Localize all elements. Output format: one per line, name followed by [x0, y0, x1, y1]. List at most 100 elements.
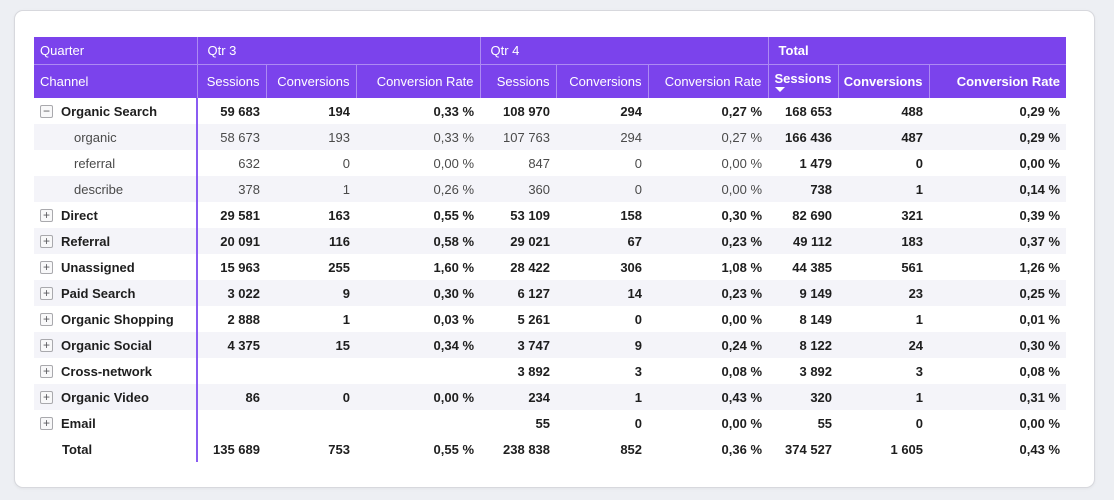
data-cell[interactable]: 5 261 [517, 311, 551, 327]
data-cell[interactable]: 3 [634, 363, 643, 379]
column-header-total-conversion-rate[interactable]: Conversion Rate [928, 63, 1067, 98]
data-cell[interactable]: 194 [328, 103, 350, 119]
data-cell[interactable]: 0,30 % [1019, 337, 1061, 353]
data-cell[interactable]: 561 [901, 259, 924, 275]
data-cell[interactable]: 29 581 [220, 207, 260, 223]
data-cell[interactable]: 0,55 % [433, 207, 475, 223]
data-cell[interactable]: 1 [915, 181, 924, 197]
data-cell[interactable]: 0,25 % [1019, 285, 1061, 301]
data-cell[interactable]: 0,00 % [1019, 415, 1061, 431]
data-cell[interactable]: 238 838 [503, 441, 551, 457]
data-cell[interactable]: 29 021 [510, 233, 551, 249]
data-cell[interactable]: 0,14 % [1019, 181, 1061, 197]
expand-icon[interactable]: + [40, 416, 53, 430]
row-header-direct[interactable]: + Direct [34, 202, 198, 228]
data-cell[interactable]: 0,00 % [721, 181, 763, 197]
data-cell[interactable]: 1 [634, 389, 643, 405]
data-cell[interactable]: 0 [915, 415, 924, 431]
data-cell[interactable]: 15 963 [220, 259, 260, 275]
data-cell[interactable]: 3 747 [517, 337, 551, 353]
data-cell[interactable]: 0 [342, 389, 350, 405]
data-cell[interactable]: 6 127 [517, 285, 551, 301]
column-group-qtr-4[interactable]: Qtr 4 [479, 37, 769, 64]
data-cell[interactable]: 0,30 % [721, 207, 763, 223]
data-cell[interactable] [266, 410, 356, 436]
data-cell[interactable]: 183 [901, 233, 924, 249]
row-header-cross-network[interactable]: + Cross-network [34, 358, 198, 384]
data-cell[interactable]: 166 436 [785, 129, 833, 145]
data-cell[interactable]: 0,00 % [721, 311, 763, 327]
data-cell[interactable]: 0,03 % [433, 311, 475, 327]
collapse-icon[interactable]: − [40, 104, 53, 118]
quarter-header[interactable]: Quarter [34, 37, 197, 64]
data-cell[interactable] [197, 358, 266, 384]
data-cell[interactable]: 3 892 [799, 363, 833, 379]
data-cell[interactable]: 158 [620, 207, 643, 223]
data-cell[interactable]: 0,00 % [433, 389, 475, 405]
data-cell[interactable]: 116 [329, 233, 350, 249]
data-cell[interactable]: 1 605 [890, 441, 924, 457]
row-header-total[interactable]: Total [34, 436, 198, 462]
column-group-qtr-3[interactable]: Qtr 3 [196, 37, 481, 64]
data-cell[interactable]: 44 385 [792, 259, 833, 275]
data-cell[interactable]: 294 [620, 103, 643, 119]
data-cell[interactable]: 193 [328, 129, 350, 145]
row-header-unassigned[interactable]: + Unassigned [34, 254, 198, 280]
data-cell[interactable]: 0,36 % [721, 441, 763, 457]
data-cell[interactable]: 0,34 % [433, 337, 475, 353]
data-cell[interactable] [356, 358, 480, 384]
column-header-qtr-4-sessions[interactable]: Sessions [479, 63, 557, 98]
row-header-organic[interactable]: organic [34, 124, 198, 150]
expand-icon[interactable]: + [40, 286, 53, 300]
data-cell[interactable]: 107 763 [503, 129, 551, 145]
data-cell[interactable] [197, 410, 266, 436]
data-cell[interactable]: 0,29 % [1019, 103, 1061, 119]
data-cell[interactable]: 0,23 % [721, 285, 763, 301]
data-cell[interactable]: 23 [908, 285, 924, 301]
data-cell[interactable]: 0,23 % [721, 233, 763, 249]
data-cell[interactable]: 0 [634, 181, 643, 197]
expand-icon[interactable]: + [40, 364, 53, 378]
data-cell[interactable]: 738 [810, 181, 833, 197]
column-header-qtr-3-conversion-rate[interactable]: Conversion Rate [355, 63, 481, 98]
data-cell[interactable]: 0 [634, 155, 643, 171]
data-cell[interactable]: 0,33 % [433, 103, 475, 119]
expand-icon[interactable]: + [40, 312, 53, 326]
channel-header[interactable]: Channel [34, 63, 197, 98]
data-cell[interactable]: 294 [620, 129, 643, 145]
data-cell[interactable]: 0,43 % [1019, 441, 1061, 457]
data-cell[interactable]: 321 [901, 207, 924, 223]
data-cell[interactable] [266, 358, 356, 384]
row-header-describe[interactable]: describe [34, 176, 198, 202]
data-cell[interactable]: 0,00 % [1019, 155, 1061, 171]
data-cell[interactable]: 135 689 [213, 441, 260, 457]
row-header-referral[interactable]: referral [34, 150, 198, 176]
column-group-total[interactable]: Total [767, 37, 1067, 64]
expand-icon[interactable]: + [40, 208, 53, 222]
row-header-organic-shopping[interactable]: + Organic Shopping [34, 306, 198, 332]
column-header-total-sessions[interactable]: Sessions [767, 63, 839, 98]
data-cell[interactable]: 0,29 % [1019, 129, 1061, 145]
expand-icon[interactable]: + [40, 338, 53, 352]
data-cell[interactable]: 753 [328, 441, 350, 457]
data-cell[interactable]: 0,58 % [433, 233, 475, 249]
data-cell[interactable]: 24 [908, 337, 924, 353]
row-header-email[interactable]: + Email [34, 410, 198, 436]
data-cell[interactable]: 0,43 % [721, 389, 763, 405]
data-cell[interactable]: 306 [620, 259, 643, 275]
data-cell[interactable]: 1 [342, 181, 350, 197]
data-cell[interactable]: 0 [634, 311, 643, 327]
row-header-paid-search[interactable]: + Paid Search [34, 280, 198, 306]
data-cell[interactable]: 0,27 % [721, 103, 763, 119]
data-cell[interactable]: 0,27 % [721, 129, 763, 145]
data-cell[interactable]: 0 [634, 415, 643, 431]
data-cell[interactable]: 14 [627, 285, 643, 301]
data-cell[interactable]: 82 690 [792, 207, 833, 223]
data-cell[interactable]: 0,08 % [721, 363, 763, 379]
row-header-organic-social[interactable]: + Organic Social [34, 332, 198, 358]
data-cell[interactable]: 0,24 % [721, 337, 763, 353]
column-header-qtr-3-conversions[interactable]: Conversions [265, 63, 356, 98]
data-cell[interactable]: 0 [342, 155, 350, 171]
data-cell[interactable]: 9 [342, 285, 350, 301]
data-cell[interactable]: 3 022 [227, 285, 260, 301]
